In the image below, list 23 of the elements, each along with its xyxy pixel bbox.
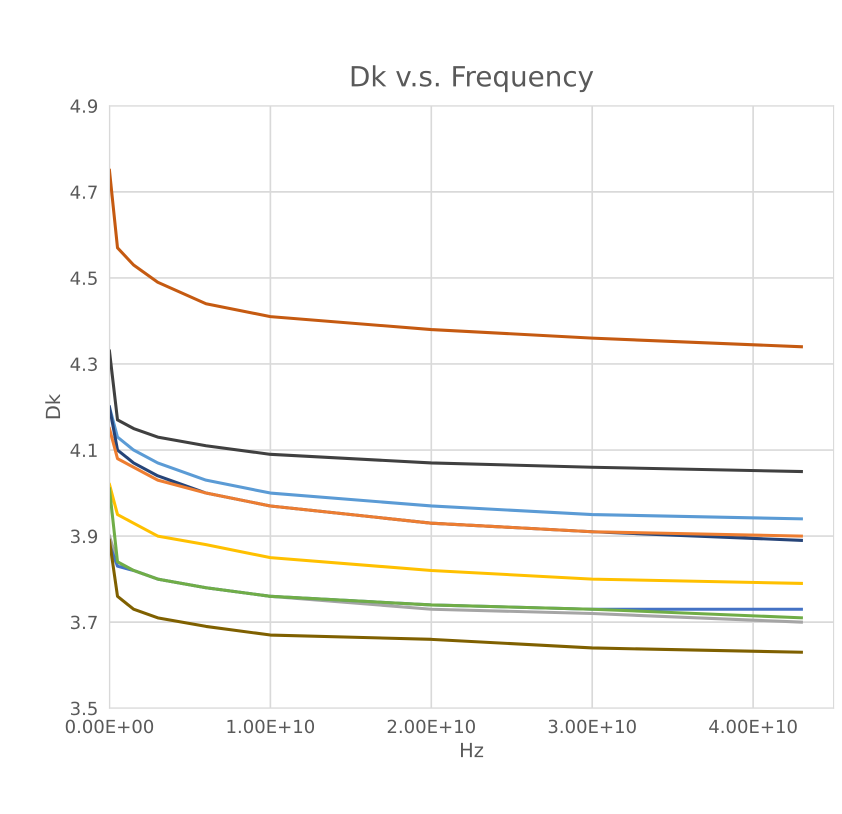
y-axis-title: Dk [45, 394, 60, 418]
x-tick-label: 0.00E+00 [66, 720, 154, 734]
line-series [109, 350, 803, 474]
line-series [109, 405, 803, 520]
x-tick-label: 1.00E+10 [228, 720, 314, 734]
y-tick-label: 4.3 [70, 357, 97, 372]
y-tick-label: 3.9 [71, 530, 98, 544]
line-series [109, 168, 803, 348]
y-tick-label: 4.1 [70, 444, 97, 457]
y-tick-label: 3.5 [71, 702, 97, 716]
x-axis-title: Hz [461, 742, 484, 758]
x-tick-label: 3.00E+10 [548, 720, 636, 734]
y-tick-label: 4.5 [70, 272, 97, 286]
y-tick-label: 3.7 [71, 616, 97, 630]
line-series [109, 426, 803, 538]
x-tick-label: 2.00E+10 [388, 720, 475, 734]
y-tick-label: 4.9 [70, 99, 98, 113]
x-tick-label: 4.00E+10 [709, 720, 797, 734]
line-series [109, 538, 803, 654]
chart-title: Dk v.s. Frequency [352, 65, 594, 92]
line-series [109, 487, 803, 620]
line-series [109, 482, 803, 585]
y-tick-label: 4.7 [70, 186, 97, 199]
